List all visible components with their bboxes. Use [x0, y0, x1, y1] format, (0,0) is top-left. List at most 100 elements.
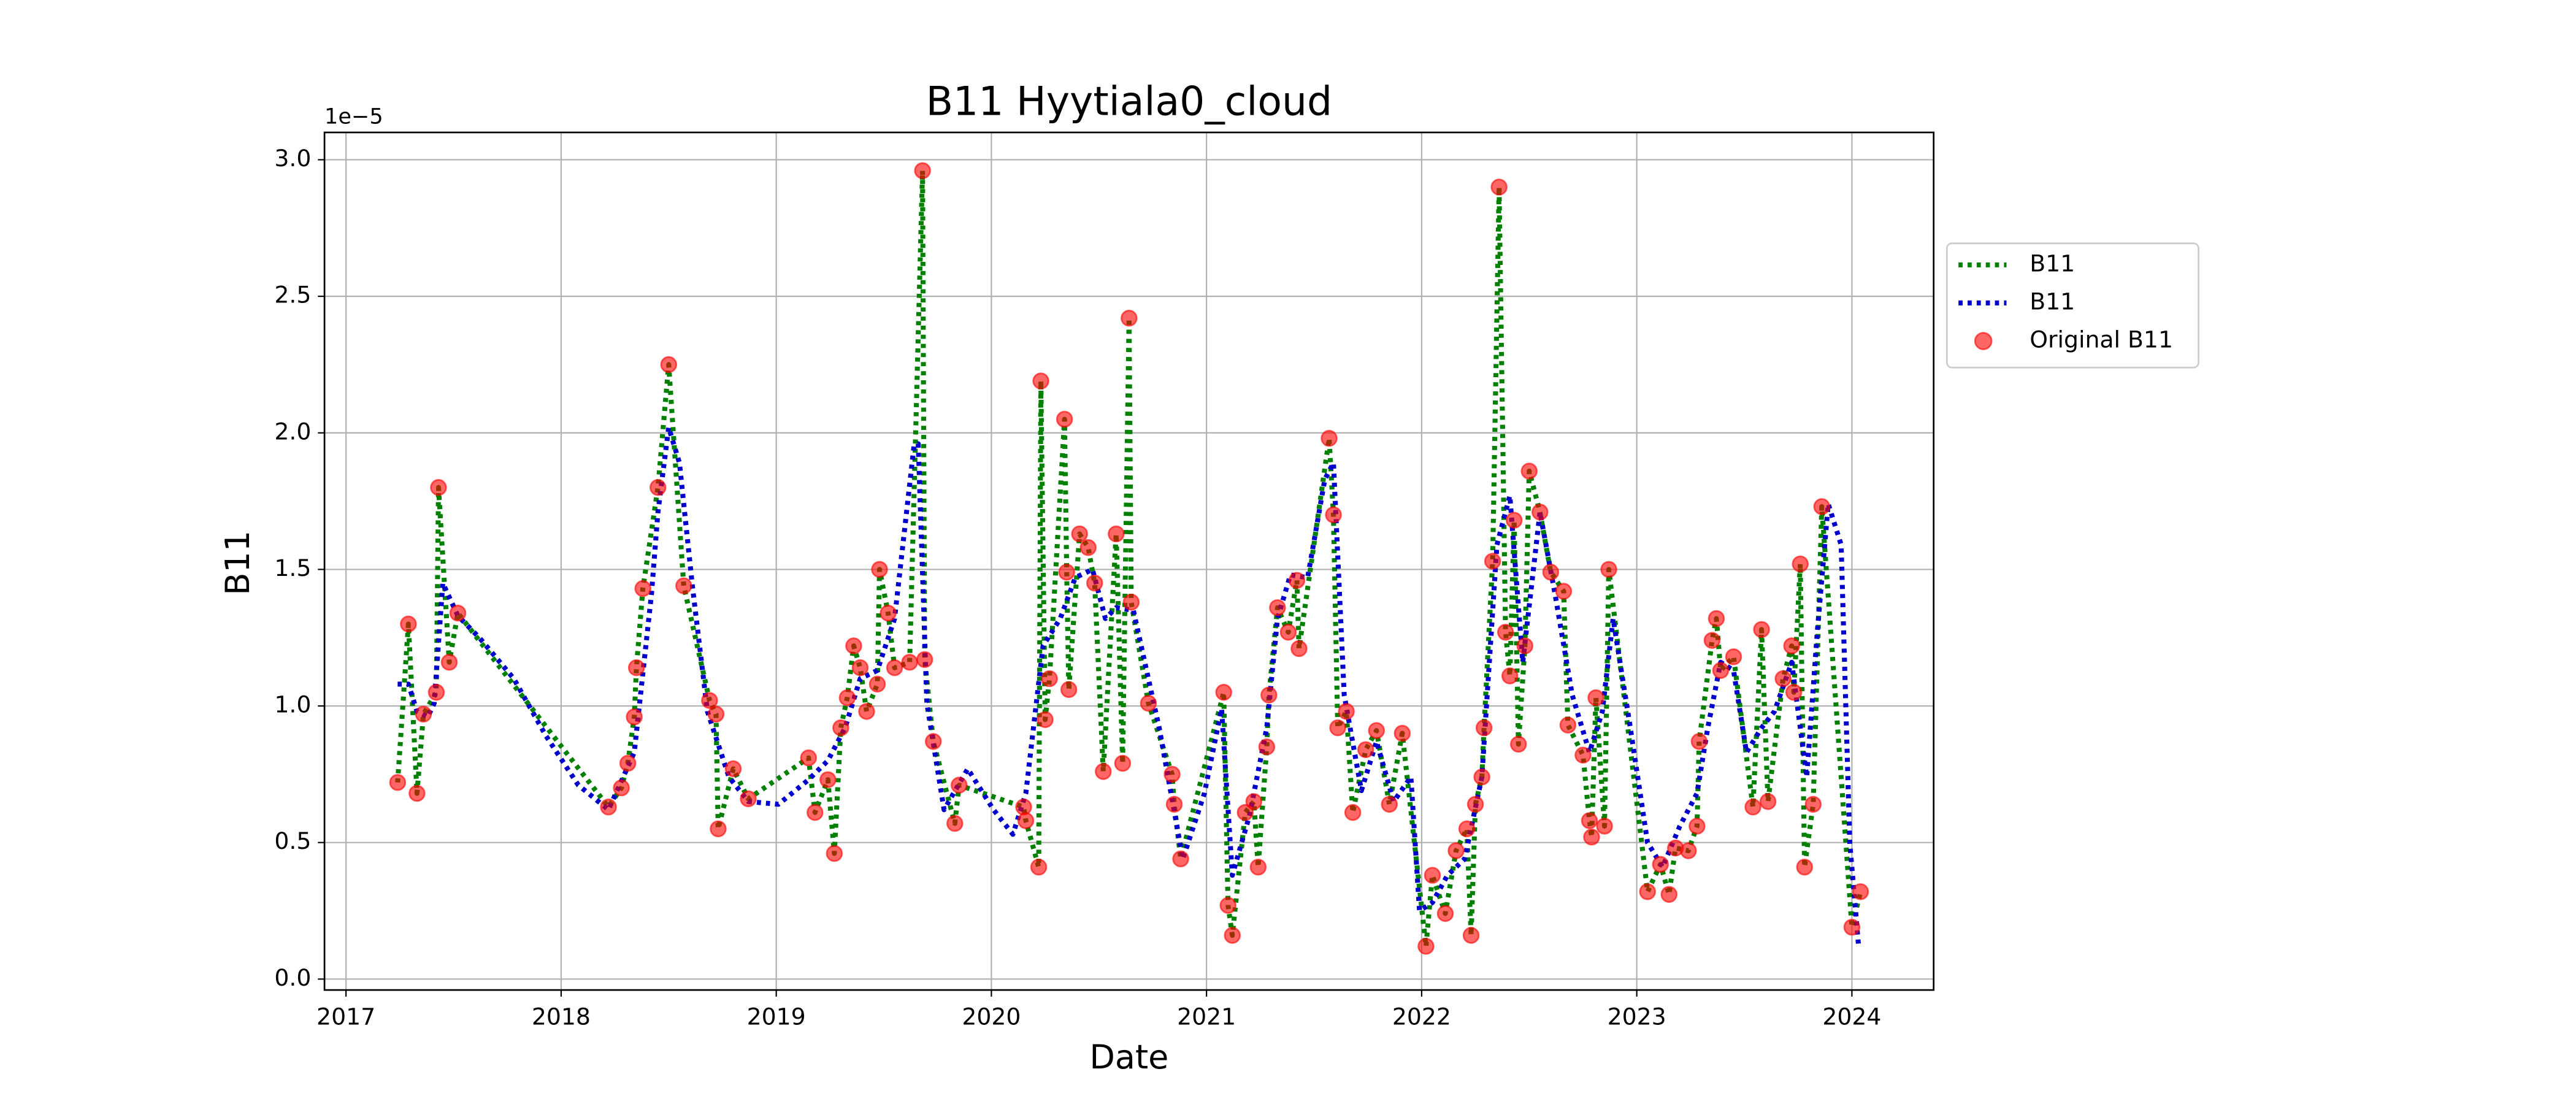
data-point	[1329, 719, 1346, 737]
data-point	[619, 754, 637, 772]
data-point	[800, 749, 818, 767]
x-tick-label: 2020	[962, 1003, 1021, 1030]
data-point	[1172, 850, 1189, 868]
data-point	[951, 776, 968, 794]
y-tick-label: 0.0	[274, 964, 311, 991]
data-point	[430, 479, 447, 496]
data-point	[1796, 858, 1814, 876]
data-point	[819, 771, 837, 789]
data-point	[1583, 829, 1600, 846]
data-point	[1785, 684, 1803, 701]
data-point	[1032, 372, 1049, 389]
x-tick-label: 2018	[532, 1003, 591, 1030]
data-point	[1215, 684, 1232, 701]
data-point	[1596, 818, 1613, 835]
data-point	[1600, 561, 1617, 578]
data-point	[1509, 735, 1527, 753]
data-point	[724, 760, 742, 778]
data-point	[1060, 681, 1078, 699]
data-point	[1531, 504, 1549, 521]
data-point	[1121, 309, 1138, 327]
data-point	[1165, 795, 1183, 813]
x-tick-label: 2019	[747, 1003, 806, 1030]
data-point	[1852, 883, 1869, 900]
data-point	[1639, 883, 1656, 900]
data-point	[1258, 738, 1276, 756]
data-point	[1783, 637, 1800, 654]
data-point	[701, 692, 718, 709]
data-point	[1058, 564, 1075, 581]
data-point	[1813, 498, 1831, 515]
data-point	[613, 779, 630, 797]
data-point	[449, 604, 467, 622]
data-point	[1792, 555, 1809, 573]
data-point	[1417, 938, 1435, 955]
legend-label: B11	[2030, 250, 2075, 277]
y-tick-label: 2.5	[274, 282, 311, 309]
data-point	[660, 356, 678, 374]
data-point	[1587, 689, 1604, 707]
data-point	[832, 719, 849, 737]
data-point	[707, 705, 725, 723]
data-point	[1071, 525, 1088, 543]
data-point	[1163, 765, 1181, 783]
data-point	[649, 479, 667, 496]
data-point	[1516, 637, 1534, 654]
data-point	[1447, 842, 1465, 859]
data-point	[1497, 624, 1514, 641]
data-point	[1037, 711, 1054, 729]
data-point	[1680, 842, 1697, 859]
data-point	[1660, 886, 1678, 903]
data-point	[886, 659, 903, 677]
data-point	[400, 615, 417, 633]
data-point	[1344, 803, 1362, 821]
chart-title: B11 Hyytiala0_cloud	[926, 79, 1333, 125]
data-point	[1652, 856, 1669, 873]
data-point	[1466, 795, 1484, 813]
data-point	[1095, 763, 1112, 780]
y-tick-label: 1.0	[274, 691, 311, 718]
x-axis-label: Date	[1089, 1038, 1168, 1076]
data-point	[914, 162, 931, 180]
data-point	[740, 790, 757, 808]
data-point	[1581, 812, 1598, 829]
data-point	[1219, 897, 1236, 914]
data-point	[1744, 799, 1761, 816]
data-point	[1381, 795, 1398, 813]
data-point	[1490, 178, 1508, 196]
x-tick-label: 2021	[1177, 1003, 1236, 1030]
data-point	[1041, 670, 1058, 688]
data-point	[626, 708, 643, 726]
data-point	[1321, 429, 1338, 447]
data-point	[634, 580, 651, 597]
data-point	[1475, 719, 1493, 737]
data-point	[871, 561, 888, 578]
data-point	[389, 773, 407, 791]
data-point	[1108, 525, 1125, 543]
x-tick-label: 2023	[1608, 1003, 1666, 1030]
data-point	[1279, 624, 1297, 641]
data-point	[1017, 812, 1035, 829]
data-point	[1559, 716, 1577, 734]
x-tick-label: 2017	[316, 1003, 375, 1030]
data-point	[1325, 506, 1342, 524]
data-point	[675, 577, 692, 594]
data-point	[710, 820, 727, 838]
data-point	[858, 703, 875, 720]
y-tick-label: 0.5	[274, 827, 311, 854]
data-point	[838, 689, 856, 707]
data-point	[1759, 793, 1777, 810]
data-point	[1703, 632, 1721, 649]
data-point	[1725, 648, 1742, 665]
data-point	[1689, 818, 1706, 835]
data-point	[924, 733, 942, 750]
data-point	[807, 803, 824, 821]
data-point	[916, 651, 933, 669]
data-point	[1015, 799, 1032, 816]
data-point	[1140, 694, 1157, 712]
data-point	[1368, 722, 1386, 739]
data-point	[1708, 610, 1725, 627]
